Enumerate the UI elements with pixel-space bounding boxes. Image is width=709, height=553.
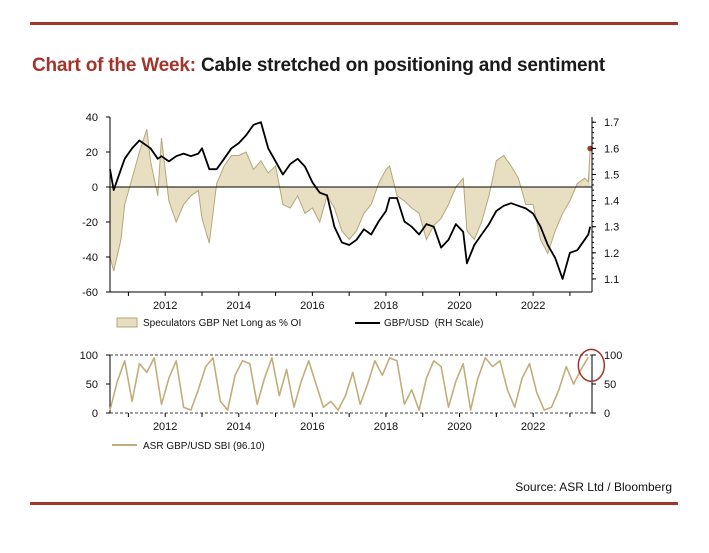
highlight-circle [577,348,606,383]
y-right-tick-label: 1.3 [604,222,619,234]
page-title: Chart of the Week: Cable stretched on po… [32,55,605,77]
x-tick-label: 2018 [374,300,398,312]
fx-line [109,121,592,280]
y-right-tick-label: 1.5 [604,169,619,181]
y-right-tick-label: 1.7 [604,117,619,129]
sbi-y-right-tick-label: 100 [604,350,622,362]
y-right-tick-label: 1.1 [604,274,619,286]
sbi-x-tick-label: 2014 [227,421,251,433]
sbi-x-tick-label: 2018 [374,421,398,433]
x-tick-label: 2022 [521,300,545,312]
y-left-tick-label: 0 [92,182,98,194]
sbi-y-left-tick-label: 100 [80,350,98,362]
sbi-x-tick-label: 2020 [447,421,471,433]
sbi-x-tick-label: 2012 [153,421,177,433]
sbi-y-right-tick-label: 50 [604,379,616,391]
sbi-chart: 100 50 0 100 50 0 2012 2014 2016 2018 2020 2022 [80,348,623,433]
bottom-chart-legend: ASR GBP/USD SBI (96.10) [112,441,265,452]
bottom-rule [30,502,678,505]
sbi-y-right-tick-label: 0 [604,408,610,420]
title-main: Cable stretched on positioning and senti… [201,55,605,76]
y-right-tick-label: 1.4 [604,196,619,208]
positioning-area-layer [109,129,591,272]
x-tick-label: 2016 [300,300,324,312]
legend-label-sbi: ASR GBP/USD SBI (96.10) [143,441,265,452]
y-left-tick-label: -40 [82,252,98,264]
y-right-tick-label: 1.2 [604,248,619,260]
legend-label-fx: GBP/USD (RH Scale) [384,318,483,329]
positioning-outline [109,129,591,272]
x-tick-label: 2020 [447,300,471,312]
y-right-tick-label: 1.6 [604,143,619,155]
sbi-line-layer [109,348,606,411]
y-left-tick-label: 40 [86,112,98,124]
y-left-tick-label: 20 [86,147,98,159]
legend-swatch-positioning [116,317,138,328]
x-tick-label: 2012 [153,300,177,312]
top-chart-axes: 40 20 0 -20 -40 -60 1.7 1.6 1.5 1.4 1.3 1.2 1.1 2012 2… [82,112,619,312]
sbi-x-tick-label: 2016 [300,421,324,433]
positioning-area [110,129,591,271]
x-tick-label: 2014 [227,300,251,312]
top-rule [30,22,678,25]
bottom-chart-axes: 100 50 0 100 50 0 2012 2014 2016 2018 2020 2022 [80,350,623,433]
sbi-y-left-tick-label: 50 [86,379,98,391]
y-left-tick-label: -20 [82,217,98,229]
title-prefix: Chart of the Week: [32,55,196,76]
y-left-tick-label: -60 [82,287,98,299]
source-note: Source: ASR Ltd / Bloomberg [515,480,672,494]
positioning-vs-fx-chart: 40 20 0 -20 -40 -60 1.7 1.6 1.5 1.4 1.3 1.2 1.1 2012 2… [82,112,619,312]
legend-label-positioning: Speculators GBP Net Long as % OI [143,318,301,329]
sbi-x-tick-label: 2022 [521,421,545,433]
top-chart-legend: Speculators GBP Net Long as % OI GBP/USD… [116,317,483,329]
sbi-line [109,356,589,411]
sbi-y-left-tick-label: 0 [92,408,98,420]
